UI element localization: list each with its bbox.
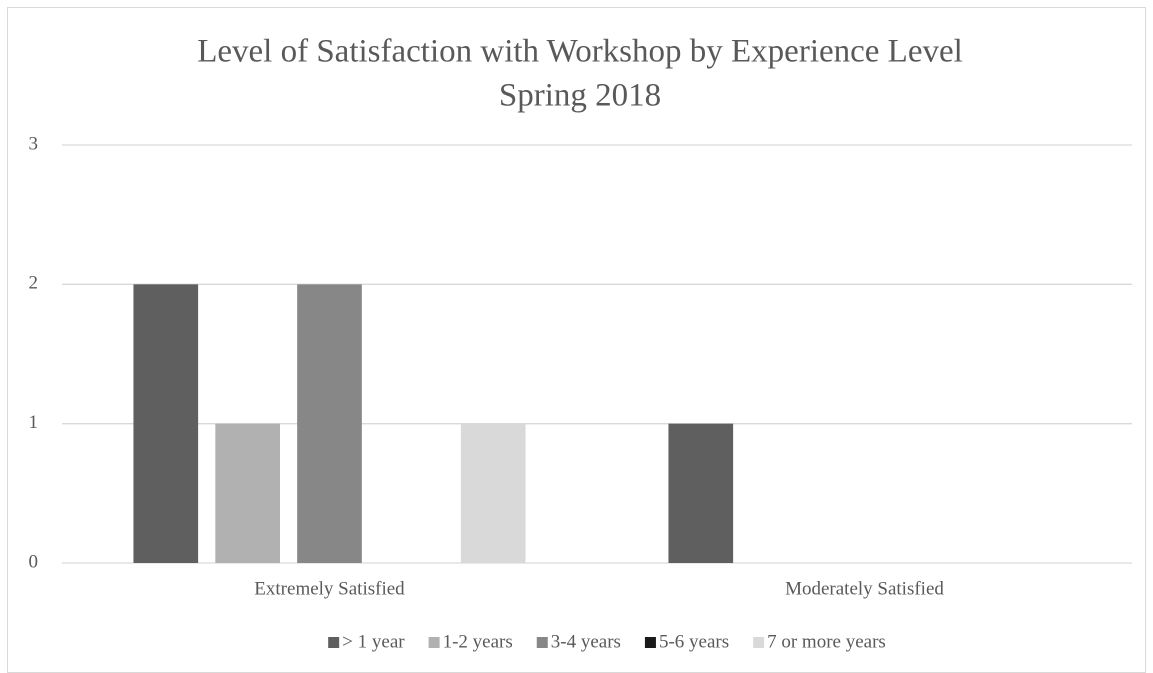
y-tick-label: 3 bbox=[29, 133, 39, 154]
legend-label: 3-4 years bbox=[551, 631, 621, 652]
legend-label: 1-2 years bbox=[443, 631, 513, 652]
legend-swatch bbox=[536, 637, 548, 648]
legend-swatch bbox=[753, 637, 765, 648]
legend-swatch bbox=[644, 637, 656, 648]
y-tick-label: 1 bbox=[29, 412, 39, 433]
bar bbox=[215, 423, 280, 563]
bar bbox=[460, 423, 526, 563]
legend-swatch bbox=[328, 637, 340, 648]
legend-label: > 1 year bbox=[342, 631, 405, 652]
bar bbox=[297, 284, 362, 563]
bar bbox=[133, 284, 199, 563]
y-tick-label: 0 bbox=[29, 551, 39, 572]
y-tick-label: 2 bbox=[29, 273, 39, 294]
chart-subtitle: Spring 2018 bbox=[499, 78, 661, 114]
bar bbox=[668, 423, 734, 563]
chart-title: Level of Satisfaction with Workshop by E… bbox=[197, 34, 963, 70]
x-tick-label: Moderately Satisfied bbox=[785, 578, 944, 599]
legend-swatch bbox=[428, 637, 440, 648]
legend-label: 5-6 years bbox=[659, 631, 729, 652]
x-tick-label: Extremely Satisfied bbox=[254, 578, 405, 599]
legend-label: 7 or more years bbox=[767, 631, 886, 652]
